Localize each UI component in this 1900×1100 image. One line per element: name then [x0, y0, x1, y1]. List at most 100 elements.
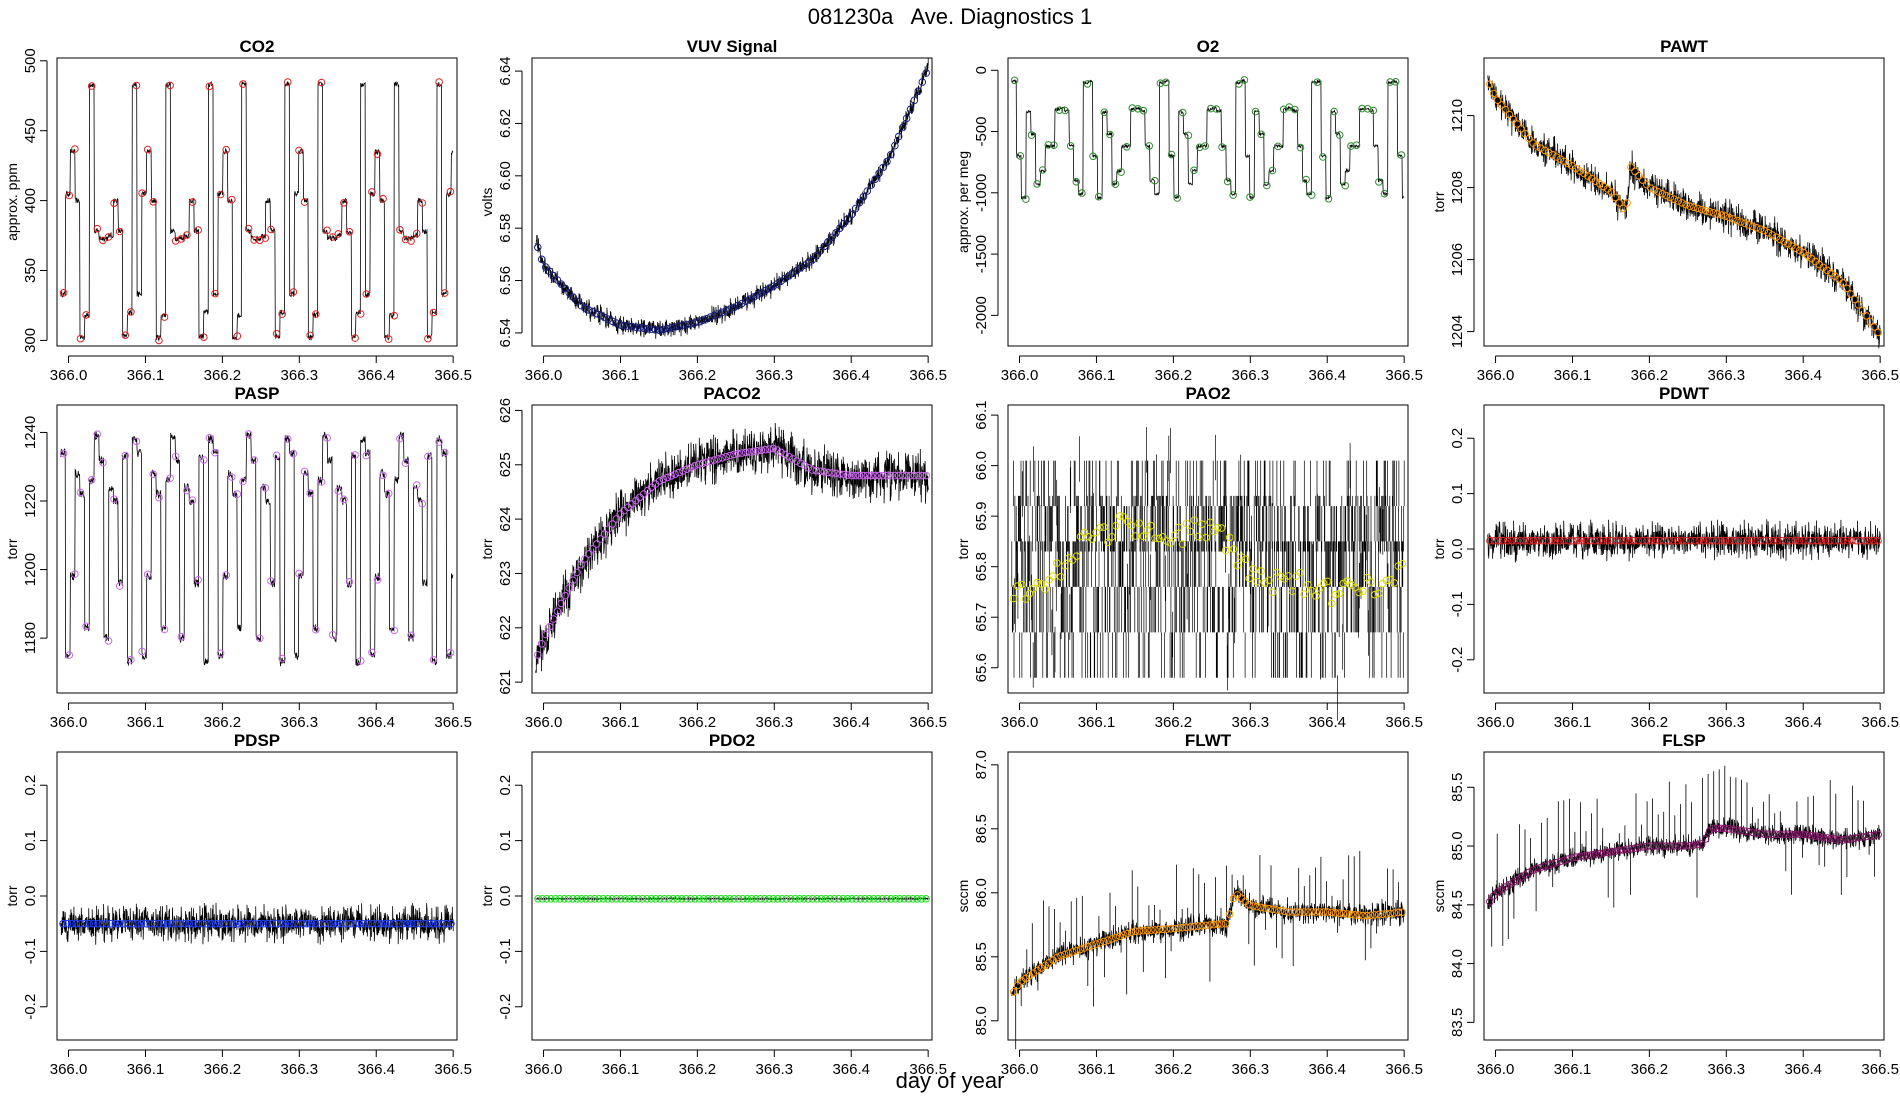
data-point	[710, 311, 719, 320]
x-tick-label: 366.1	[602, 367, 640, 384]
data-point	[1874, 830, 1883, 839]
data-point	[808, 895, 817, 903]
data-point	[1394, 908, 1403, 917]
data-point	[261, 234, 270, 242]
data-point	[1112, 521, 1120, 530]
data-point	[1184, 131, 1193, 140]
data-point	[1253, 902, 1261, 911]
data-point	[1104, 936, 1112, 944]
data-point	[745, 295, 754, 304]
data-point	[1768, 830, 1777, 839]
data-point	[368, 919, 377, 928]
x-tick-label: 366.2	[679, 714, 717, 731]
plot-frame-pdo2	[531, 751, 933, 1041]
data-point	[211, 919, 220, 928]
data-point	[1257, 567, 1265, 575]
chart-paco2: PACO2 torr 366.0 366.1 366.2 366.3 366.4 366.5 6…	[479, 384, 947, 731]
data-trace-pdsp	[60, 902, 454, 945]
data-point	[1717, 536, 1725, 545]
data-point	[1190, 166, 1198, 175]
data-point	[233, 490, 242, 498]
panel-flsp: FLSP sccm 366.0 366.1 366.2 366.3 366.4 366.5 83…	[1427, 694, 1899, 1078]
y-axis-flsp: 83.5 84.0 84.5 85.0 85.5	[1449, 773, 1475, 1037]
data-point	[1869, 536, 1878, 545]
data-point	[1013, 981, 1022, 990]
data-point	[1178, 923, 1187, 932]
data-point	[1221, 546, 1230, 555]
data-point	[569, 895, 577, 903]
y-axis-paco2: 621 622 623 624 625 626	[497, 398, 523, 695]
x-axis-pao2: 366.0 366.1 366.2 366.3 366.4 366.5	[1001, 702, 1423, 731]
y-tick-label: 1208	[1449, 171, 1466, 204]
data-point	[1494, 536, 1503, 545]
data-point	[1324, 195, 1333, 203]
data-point	[259, 919, 268, 928]
data-point	[804, 895, 813, 903]
data-point	[1249, 565, 1257, 573]
trace-line	[1487, 75, 1881, 349]
data-point	[1233, 561, 1242, 570]
data-point	[1639, 843, 1647, 851]
data-point	[168, 919, 176, 928]
data-point	[250, 236, 258, 244]
data-point	[1104, 538, 1112, 547]
data-point	[1634, 536, 1642, 545]
y-tick-label: 623	[497, 561, 514, 586]
data-point	[1331, 590, 1340, 599]
data-point	[718, 454, 726, 462]
data-point	[1382, 910, 1391, 918]
data-point	[1186, 923, 1195, 931]
data-point	[120, 919, 128, 928]
data-point	[1827, 834, 1835, 843]
data-point	[604, 315, 613, 324]
data-point	[1355, 911, 1363, 919]
data-point	[1272, 568, 1281, 577]
data-point	[883, 471, 891, 480]
data-point	[1737, 218, 1745, 226]
data-point	[1202, 921, 1210, 930]
data-point	[691, 895, 699, 903]
data-point	[1016, 152, 1025, 160]
y-tick-label: -0.2	[497, 994, 514, 1020]
chart-pao2: PAO2 torr 366.0 366.1 366.2 366.3 366.4 366.5 65…	[955, 384, 1423, 731]
data-point	[1509, 115, 1518, 124]
panel-title-paco2: PACO2	[703, 384, 760, 403]
x-tick-label: 366.0	[1477, 1061, 1515, 1078]
y-tick-label: 624	[497, 507, 514, 532]
data-point	[1725, 825, 1733, 833]
data-point	[1850, 834, 1859, 842]
data-point	[1057, 952, 1065, 960]
data-point	[608, 895, 616, 903]
data-point	[647, 895, 656, 903]
data-point	[364, 919, 373, 928]
data-point	[1123, 517, 1132, 526]
y-tick-label: 6.56	[497, 266, 514, 295]
trace-line	[1011, 885, 1405, 996]
data-point	[1330, 107, 1338, 116]
data-point	[1588, 174, 1596, 183]
data-point	[1599, 849, 1608, 857]
data-point	[800, 461, 809, 470]
data-point	[1623, 199, 1631, 207]
data-point	[665, 895, 673, 903]
data-point	[1374, 910, 1383, 919]
data-point	[303, 919, 311, 928]
data-point	[1489, 89, 1498, 98]
y-tick-label: 65.9	[973, 502, 990, 531]
data-point	[1660, 536, 1669, 545]
data-point	[785, 272, 793, 280]
data-point	[1639, 176, 1647, 184]
y-tick-label: -0.1	[1449, 591, 1466, 617]
data-point	[1145, 142, 1153, 150]
data-point	[1697, 205, 1706, 214]
data-point	[251, 919, 259, 928]
data-point	[1756, 829, 1765, 838]
data-point	[1521, 871, 1529, 879]
data-point	[1167, 150, 1176, 159]
data-point	[1268, 166, 1277, 175]
data-point	[59, 289, 68, 297]
data-point	[1025, 972, 1034, 980]
data-point	[239, 477, 247, 486]
data-point	[1617, 536, 1625, 545]
data-point	[166, 81, 174, 90]
